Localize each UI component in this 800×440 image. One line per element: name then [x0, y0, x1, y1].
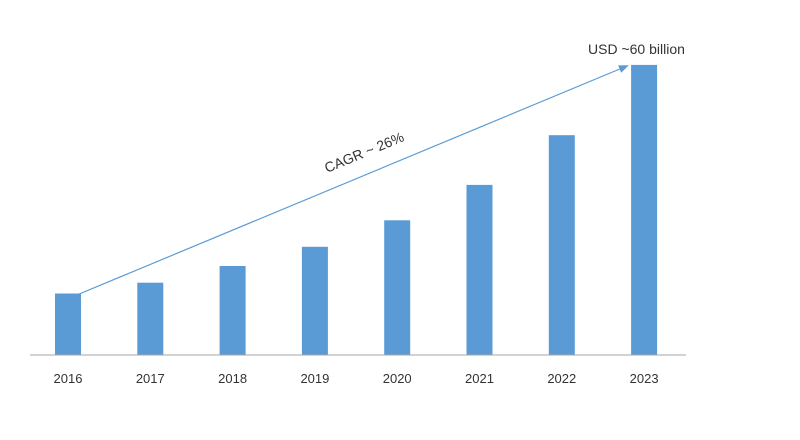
- x-tick-label-2017: 2017: [136, 371, 165, 386]
- x-tick-label-2018: 2018: [218, 371, 247, 386]
- x-tick-labels: 2016 2017 2018 2019 2020 2021 2022 2023: [54, 371, 659, 386]
- bar-2018: [219, 266, 246, 355]
- bar-2019: [301, 246, 328, 355]
- cagr-trend-arrow: [71, 65, 629, 298]
- bars-group: [55, 64, 658, 356]
- x-tick-label-2019: 2019: [300, 371, 329, 386]
- end-value-label: USD ~60 billion: [588, 41, 685, 57]
- x-tick-label-2022: 2022: [547, 371, 576, 386]
- bar-2017: [137, 282, 164, 355]
- bar-2016: [55, 293, 81, 355]
- bar-2021: [466, 184, 493, 355]
- x-tick-label-2016: 2016: [54, 371, 83, 386]
- x-tick-label-2021: 2021: [465, 371, 494, 386]
- x-tick-label-2023: 2023: [630, 371, 659, 386]
- bar-2023: [631, 64, 658, 356]
- bar-2020: [384, 220, 411, 355]
- cagr-label: CAGR ~ 26%: [322, 129, 406, 176]
- x-tick-label-2020: 2020: [383, 371, 412, 386]
- bar-2022: [548, 135, 575, 355]
